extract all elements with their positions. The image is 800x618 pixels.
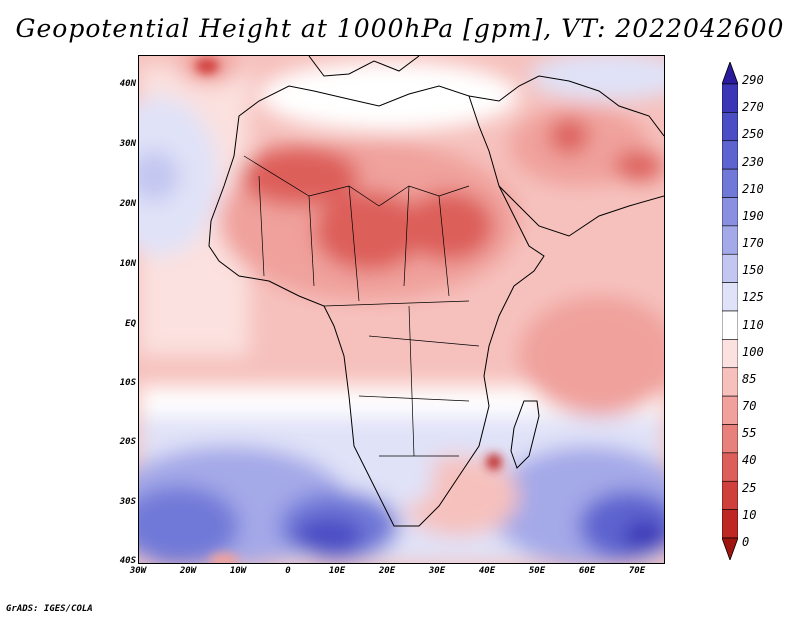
lat-label-20s: 20S bbox=[119, 437, 136, 447]
lon-label-20w: 20W bbox=[179, 566, 197, 576]
colorbar-segment bbox=[722, 168, 738, 198]
credit-text: GrADS: IGES/COLA bbox=[6, 604, 93, 614]
lon-label-0: 0 bbox=[285, 566, 291, 576]
colorbar-segment bbox=[722, 140, 738, 170]
colorbar-label: 70 bbox=[742, 399, 757, 414]
lon-label-60e: 60E bbox=[578, 566, 596, 576]
colorbar-label: 210 bbox=[742, 181, 764, 196]
colorbar-segment bbox=[722, 509, 738, 539]
colorbar-label: 100 bbox=[742, 344, 764, 359]
map-panel bbox=[138, 55, 665, 564]
colorbar-segment bbox=[722, 310, 738, 340]
colorbar-label: 150 bbox=[742, 263, 764, 278]
lat-label-40s: 40S bbox=[119, 556, 136, 566]
colorbar-segment bbox=[722, 424, 738, 454]
map-title: Geopotential Height at 1000hPa [gpm], VT… bbox=[15, 14, 785, 43]
colorbar-label: 55 bbox=[742, 426, 757, 441]
colorbar-segment bbox=[722, 112, 738, 142]
colorbar-top-arrow bbox=[722, 62, 738, 85]
colorbar-label: 125 bbox=[742, 290, 764, 305]
colorbar-label: 290 bbox=[742, 73, 764, 87]
lon-label-70e: 70E bbox=[628, 566, 646, 576]
colorbar-label: 190 bbox=[742, 208, 764, 223]
lon-label-40e: 40E bbox=[478, 566, 496, 576]
colorbar-label: 270 bbox=[742, 100, 764, 115]
colorbar-segment bbox=[722, 83, 738, 113]
coastlines bbox=[208, 56, 664, 527]
colorbar-label: 230 bbox=[742, 154, 764, 169]
lat-label-30s: 30S bbox=[119, 497, 136, 507]
colorbar-label: 110 bbox=[742, 317, 764, 332]
colorbar-segment bbox=[722, 225, 738, 255]
height-field bbox=[139, 56, 664, 563]
colorbar-label: 170 bbox=[742, 236, 764, 251]
colorbar-bottom-arrow bbox=[722, 537, 738, 560]
map-canvas bbox=[139, 56, 664, 563]
lon-label-50e: 50E bbox=[528, 566, 546, 576]
country-borders bbox=[243, 155, 480, 457]
colorbar-label: 85 bbox=[742, 371, 757, 386]
lon-label-10w: 10W bbox=[229, 566, 247, 576]
colorbar-segment bbox=[722, 480, 738, 510]
colorbar-segment bbox=[722, 197, 738, 227]
colorbar-label: 0 bbox=[742, 535, 750, 549]
colorbar-segment bbox=[722, 452, 738, 482]
colorbar-segment bbox=[722, 253, 738, 283]
lon-label-30w: 30W bbox=[129, 566, 147, 576]
colorbar-label: 10 bbox=[742, 507, 757, 522]
colorbar-segment bbox=[722, 367, 738, 397]
colorbar-segment bbox=[722, 282, 738, 312]
colorbar bbox=[722, 62, 738, 560]
lon-label-20e: 20E bbox=[378, 566, 396, 576]
colorbar-segment bbox=[722, 395, 738, 425]
lon-label-30e: 30E bbox=[428, 566, 446, 576]
lat-label-eq: EQ bbox=[125, 319, 136, 329]
lon-label-10e: 10E bbox=[328, 566, 346, 576]
lat-label-30n: 30N bbox=[119, 139, 136, 149]
lat-label-10s: 10S bbox=[119, 378, 136, 388]
colorbar-segment bbox=[722, 339, 738, 369]
lat-label-10n: 10N bbox=[119, 259, 136, 269]
colorbar-label: 250 bbox=[742, 127, 764, 142]
lat-label-40n: 40N bbox=[119, 79, 136, 89]
colorbar-label: 25 bbox=[742, 480, 757, 495]
colorbar-label: 40 bbox=[742, 453, 757, 468]
lat-label-20n: 20N bbox=[119, 199, 136, 209]
